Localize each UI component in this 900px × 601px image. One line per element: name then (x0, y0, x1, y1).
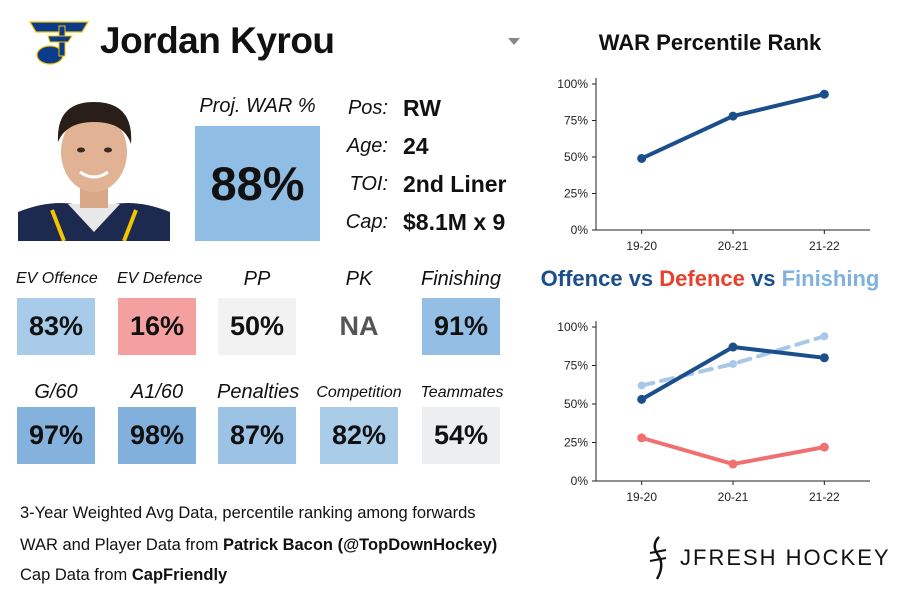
age-value: 24 (403, 133, 429, 159)
chart1-series-0-point (728, 111, 738, 121)
chart1-y-tick-label: 0% (571, 223, 589, 237)
offence-defence-finishing-chart: 0% 25% 50% 75% 100% 19-20 20-21 21-22 (557, 320, 870, 504)
toi-label: TOI: (349, 173, 388, 195)
chart2-x-tick-label: 20-21 (718, 490, 749, 504)
competition-value: 82% (320, 407, 398, 464)
pk-label: PK (345, 268, 373, 290)
pos-value: RW (403, 95, 441, 121)
chart1-x-tick-label: 20-21 (718, 239, 749, 253)
team-logo (28, 21, 90, 65)
ev-defence-label: EV Defence (117, 270, 203, 287)
chart2-y-tick-label: 0% (571, 474, 589, 488)
chart2-series-0-point (729, 359, 737, 368)
brand-name: JFRESH HOCKEY (680, 545, 891, 570)
chart2-y-tick-label: 100% (557, 320, 588, 334)
penalties-value: 87% (218, 407, 296, 464)
age-label: Age: (346, 135, 388, 157)
chart1-x-tick-label: 21-22 (809, 239, 840, 253)
chart1-y-tick-label: 100% (557, 77, 588, 91)
chart2-series-1-point (637, 394, 647, 404)
chart2-title-finishing: Finishing (781, 266, 880, 291)
chart2-y-tick-label: 75% (564, 359, 588, 373)
chart2-y-tick-label: 25% (564, 436, 588, 450)
pp-label: PP (243, 268, 271, 290)
footer-note: 3-Year Weighted Avg Data, percentile ran… (20, 504, 476, 522)
chart2-series-0-point (637, 381, 646, 390)
ev-defence-value: 16% (118, 298, 196, 355)
chart1-title: WAR Percentile Rank (598, 30, 822, 55)
chart2-series-2-point (819, 442, 829, 452)
chart2-x-tick-label: 19-20 (626, 490, 657, 504)
chart1-y-tick-label: 50% (564, 150, 588, 164)
competition-label: Competition (316, 384, 402, 401)
chart2-series-2-point (637, 433, 647, 443)
footer-war-author: Patrick Bacon (@TopDownHockey) (222, 536, 498, 554)
footer-war-source: WAR and Player Data from Patrick Bacon (… (20, 536, 497, 555)
chart2-title-vs2: vs (744, 266, 782, 291)
chart2-title: Offence vs Defence vs Finishing (540, 266, 880, 292)
footer-cap-source: Cap Data from CapFriendly (20, 566, 227, 585)
player-select-chevron-icon[interactable] (508, 38, 520, 45)
toi-value: 2nd Liner (403, 171, 507, 197)
war-percentile-chart: 0% 25% 50% 75% 100% 19-20 20-21 21-22 (557, 77, 870, 253)
chart2-series-1-point (819, 353, 829, 363)
chart2-title-vs1: vs (622, 266, 660, 291)
chart2-series-1-point (728, 342, 738, 352)
chart2-x-tick-label: 21-22 (809, 490, 840, 504)
ev-offence-value: 83% (17, 298, 95, 355)
chart2-y-tick-label: 50% (564, 397, 588, 411)
chart2-series-line-1 (639, 345, 827, 402)
g60-value: 97% (17, 407, 95, 464)
finishing-label: Finishing (421, 268, 502, 290)
chart2-title-offence: Offence (540, 266, 623, 291)
player-name: Jordan Kyrou (100, 20, 335, 61)
cap-label: Cap: (345, 211, 388, 233)
teammates-value: 54% (422, 407, 500, 464)
chart1-y-tick-label: 75% (564, 114, 588, 128)
teammates-label: Teammates (420, 384, 504, 401)
chart1-x-tick-label: 19-20 (626, 239, 657, 253)
proj-war-value: 88% (195, 126, 320, 241)
chart1-y-tick-label: 25% (564, 187, 588, 201)
chart2-series-0-point (820, 332, 829, 341)
cap-value: $8.1M x 9 (403, 209, 506, 235)
chart1-series-0-point (637, 153, 647, 163)
finishing-value: 91% (422, 298, 500, 355)
brand-logo-icon (649, 536, 667, 580)
a160-value: 98% (118, 407, 196, 464)
chart1-series-line-0 (639, 92, 827, 161)
penalties-label: Penalties (217, 381, 300, 403)
player-photo (18, 92, 170, 241)
a160-label: A1/60 (130, 381, 184, 403)
pk-value: NA (320, 298, 398, 355)
pos-label: Pos: (347, 97, 388, 119)
chart2-title-defence: Defence (659, 266, 745, 291)
ev-offence-label: EV Offence (16, 270, 98, 287)
proj-war-label: Proj. WAR % (199, 95, 316, 117)
footer-cap-prefix: Cap Data from (20, 566, 132, 584)
g60-label: G/60 (34, 381, 78, 403)
footer-cap-author: CapFriendly (131, 566, 228, 584)
chart2-series-2-point (728, 459, 738, 469)
footer-war-prefix: WAR and Player Data from (20, 536, 223, 554)
pp-value: 50% (218, 298, 296, 355)
chart1-series-0-point (819, 89, 829, 99)
